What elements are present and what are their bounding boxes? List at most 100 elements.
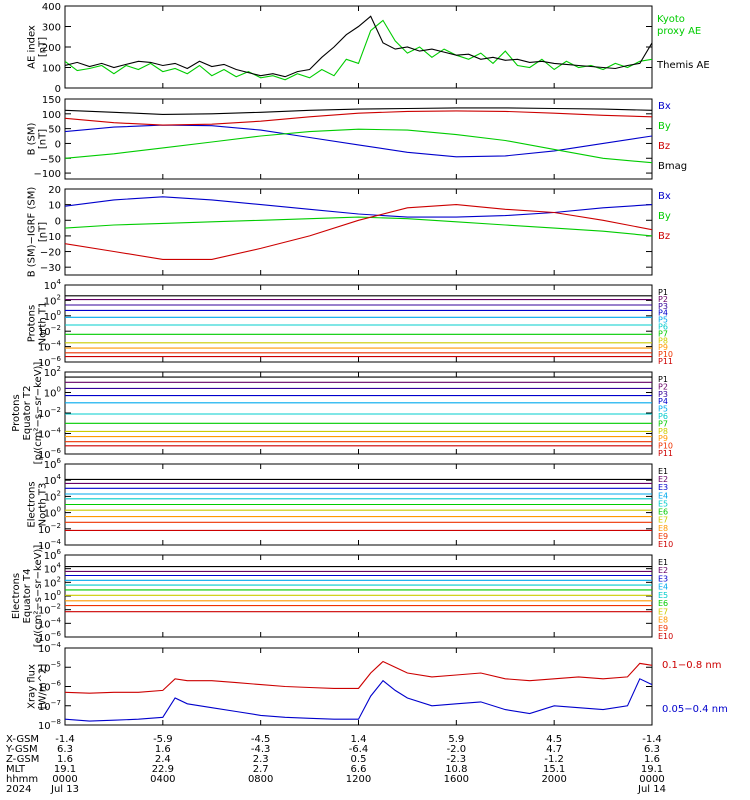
legend-entry: E1 xyxy=(658,467,668,476)
legend-entry: Themis AE xyxy=(656,60,710,71)
y-axis-label: North T3 xyxy=(38,483,49,527)
legend-entry: Bx xyxy=(658,191,671,202)
legend-entry: E1 xyxy=(658,558,668,567)
y-tick-label: 10−6 xyxy=(38,630,62,644)
time-row-value: Jul 14 xyxy=(637,784,666,795)
y-tick-label: 10−4 xyxy=(38,616,62,630)
panel-peq: 10−6 10−4 10−2 100 102 Protons Equator T2 [p/(c… xyxy=(11,362,673,465)
panel-frame xyxy=(64,284,653,363)
y-tick-label: −20 xyxy=(40,248,61,259)
legend-entry: P3 xyxy=(658,302,668,311)
legend-entry: P8 xyxy=(658,336,668,345)
legend-entry: P2 xyxy=(658,295,668,304)
legend-entry: P11 xyxy=(658,357,673,366)
time-row-label: MLT xyxy=(6,764,26,775)
y-tick-label: 106 xyxy=(44,548,62,562)
time-row-value: 0000 xyxy=(639,774,664,785)
time-row-label: Z-GSM xyxy=(6,754,39,765)
legend-entry: Bz xyxy=(658,231,670,242)
y-tick-label: 150 xyxy=(42,95,61,106)
y-tick-label: −100 xyxy=(34,169,61,180)
time-row-value: 5.9 xyxy=(448,734,464,745)
legend-entry: Kyoto xyxy=(657,14,685,25)
legend-entry: E8 xyxy=(658,524,668,533)
y-tick-label: 20 xyxy=(48,185,61,196)
time-row-value: 4.7 xyxy=(546,744,562,755)
legend-entry: E3 xyxy=(658,483,668,492)
y-tick-label: 10−6 xyxy=(38,355,62,369)
y-tick-label: 200 xyxy=(42,43,61,54)
y-axis-label: Electrons xyxy=(27,481,38,527)
y-axis-label: [nT] xyxy=(38,222,49,242)
time-row-value: 4.5 xyxy=(546,734,562,745)
y-tick-label: 100 xyxy=(42,64,61,75)
time-row-value: 1.4 xyxy=(351,734,367,745)
time-row-value: 0400 xyxy=(150,774,175,785)
legend-entry: E10 xyxy=(658,540,673,549)
time-row-value: 1.6 xyxy=(644,754,660,765)
y-tick-label: 10−4 xyxy=(38,538,62,552)
y-tick-label: −50 xyxy=(40,154,61,165)
legend-entry: P9 xyxy=(658,434,668,443)
legend-entry: P4 xyxy=(658,397,668,406)
legend-entry: P7 xyxy=(658,419,668,428)
time-row-value: 1600 xyxy=(444,774,469,785)
y-axis-label: Electrons xyxy=(11,573,22,619)
y-axis-label: B (SM)−IGRF (SM) xyxy=(27,187,38,278)
legend-entry: P10 xyxy=(658,442,673,451)
y-axis-label: B (SM) xyxy=(27,122,38,155)
time-row-value: 2.4 xyxy=(155,754,171,765)
panel-bigrf: −30 −20 −10 0 10 20 B (SM)−IGRF (SM) [nT] Bx By Bz xyxy=(27,185,671,277)
panel-frame xyxy=(64,647,653,726)
y-tick-label: 10−4 xyxy=(38,641,62,655)
y-axis-label: Protons xyxy=(27,305,38,342)
panel-frame xyxy=(64,188,653,276)
legend-entry: P5 xyxy=(658,316,668,325)
legend-entry: E5 xyxy=(658,499,668,508)
legend-entry: P3 xyxy=(658,390,668,399)
legend-entry: E5 xyxy=(658,591,668,600)
time-row-value: 19.1 xyxy=(54,764,76,775)
legend-entry: P5 xyxy=(658,405,668,414)
time-row-value: 0000 xyxy=(52,774,77,785)
legend-entry: E4 xyxy=(658,583,668,592)
series-bigrf-bz xyxy=(65,204,652,260)
time-row-value: 15.1 xyxy=(543,764,565,775)
panel-frame xyxy=(64,5,653,89)
time-row-value: -1.4 xyxy=(55,734,75,745)
legend-entry: P4 xyxy=(658,309,668,318)
y-tick-label: 102 xyxy=(44,575,61,589)
y-tick-label: 102 xyxy=(44,365,61,379)
legend-entry: 0.05−0.4 nm xyxy=(662,704,728,715)
legend-entry: P6 xyxy=(658,323,668,332)
legend-entry: 0.1−0.8 nm xyxy=(662,660,721,671)
time-row-value: Jul 13 xyxy=(50,784,79,795)
y-tick-label: −30 xyxy=(40,263,61,274)
time-row-value: 2000 xyxy=(541,774,566,785)
legend-entry: P11 xyxy=(658,449,673,458)
legend-entry: E2 xyxy=(658,475,668,484)
series-bsm-bx xyxy=(65,124,652,158)
legend-entry: By xyxy=(658,121,671,132)
legend-entry: Bz xyxy=(658,141,670,152)
time-row-value: 6.3 xyxy=(57,744,73,755)
y-tick-label: 0 xyxy=(55,216,61,227)
y-axis-label: AE index xyxy=(27,25,38,69)
series-ae-themis-ae xyxy=(65,15,652,78)
legend-entry: Bx xyxy=(658,101,671,112)
time-row-value: 6.6 xyxy=(351,764,367,775)
time-row-label: hhmm xyxy=(6,774,38,785)
y-tick-label: 102 xyxy=(44,489,61,503)
time-row-value: 10.8 xyxy=(445,764,467,775)
legend-entry: P6 xyxy=(658,412,668,421)
panel-frame xyxy=(64,98,653,180)
y-axis-label: North T1 xyxy=(38,302,49,346)
time-row-value: -6.4 xyxy=(349,744,369,755)
y-tick-label: 106 xyxy=(44,457,62,471)
time-row-label: 2024 xyxy=(6,784,31,795)
y-tick-label: 10−4 xyxy=(38,427,62,441)
time-row-value: 2.3 xyxy=(253,754,269,765)
legend-entry: E7 xyxy=(658,607,668,616)
